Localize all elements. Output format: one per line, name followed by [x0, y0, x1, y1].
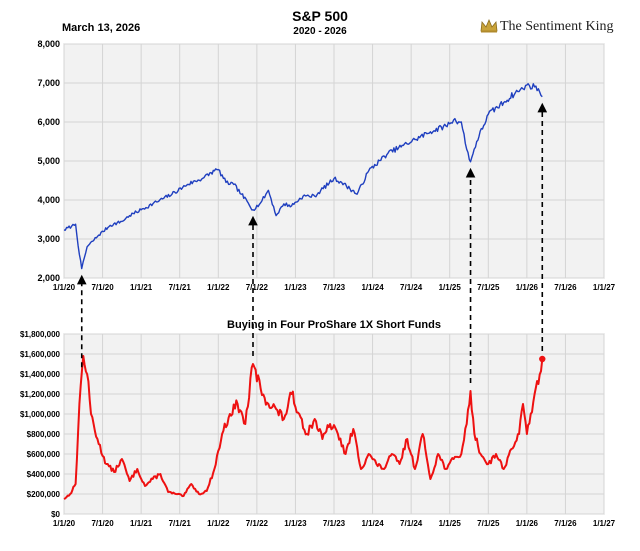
- x-tick-label: 7/1/21: [169, 283, 192, 292]
- y-tick-label: $1,000,000: [20, 410, 61, 419]
- x-tick-label: 1/1/27: [593, 519, 616, 528]
- endpoint-dot: [539, 355, 546, 363]
- x-tick-label: 1/1/20: [53, 283, 76, 292]
- brand-name: The Sentiment King: [500, 19, 614, 34]
- y-tick-label: $400,000: [27, 470, 61, 479]
- y-tick-label: 7,000: [37, 78, 60, 88]
- y-tick-label: 3,000: [37, 234, 60, 244]
- brand-logo: The Sentiment King: [480, 18, 614, 35]
- funds-chart: $0 $200,000 $400,000 $600,000 $800,000 $1,000…: [20, 319, 616, 528]
- x-tick-label: 7/1/21: [169, 519, 192, 528]
- x-tick-label: 7/1/23: [323, 283, 346, 292]
- x-tick-label: 7/1/22: [246, 283, 269, 292]
- y-tick-label: $200,000: [27, 490, 61, 499]
- x-tick-label: 1/1/21: [130, 283, 153, 292]
- y-tick-label: 5,000: [37, 156, 60, 166]
- funds-line: [63, 355, 544, 500]
- report-date: March 13, 2026: [62, 22, 141, 34]
- y-tick-label: 6,000: [37, 117, 60, 127]
- x-tick-label: 7/1/25: [477, 283, 500, 292]
- x-tick-label: 7/1/26: [554, 283, 577, 292]
- chart-subtitle: 2020 - 2026: [293, 26, 347, 37]
- y-tick-label: 4,000: [37, 195, 60, 205]
- y-tick-label: $1,200,000: [20, 390, 61, 399]
- y-tick-label: $800,000: [27, 430, 61, 439]
- x-tick-label: 1/1/23: [284, 519, 307, 528]
- y-tick-label: $600,000: [27, 450, 61, 459]
- crown-icon: [480, 18, 498, 33]
- y-tick-label: $0: [51, 510, 60, 519]
- x-tick-label: 1/1/25: [439, 283, 462, 292]
- x-tick-label: 1/1/22: [207, 519, 230, 528]
- x-tick-label: 7/1/23: [323, 519, 346, 528]
- x-tick-label: 1/1/24: [361, 283, 384, 292]
- x-tick-label: 7/1/25: [477, 519, 500, 528]
- x-tick-label: 1/1/25: [439, 519, 462, 528]
- x-tick-label: 1/1/27: [593, 283, 616, 292]
- y-tick-label: 2,000: [37, 273, 60, 283]
- y-tick-label: $1,600,000: [20, 350, 61, 359]
- x-tick-label: 7/1/22: [246, 519, 269, 528]
- x-tick-label: 1/1/23: [284, 283, 307, 292]
- x-tick-label: 7/1/20: [91, 519, 114, 528]
- spx-line: [63, 83, 543, 270]
- y-tick-label: $1,800,000: [20, 330, 61, 339]
- x-tick-label: 1/1/26: [516, 283, 539, 292]
- funds-chart-title: Buying in Four ProShare 1X Short Funds: [227, 319, 441, 331]
- x-tick-label: 7/1/24: [400, 283, 423, 292]
- x-tick-label: 1/1/20: [53, 519, 76, 528]
- chart-title: S&P 500: [292, 8, 348, 24]
- x-tick-label: 7/1/26: [554, 519, 577, 528]
- x-tick-label: 1/1/26: [516, 519, 539, 528]
- x-tick-label: 7/1/20: [91, 283, 114, 292]
- x-tick-label: 1/1/22: [207, 283, 230, 292]
- y-tick-label: $1,400,000: [20, 370, 61, 379]
- signal-arrows: [76, 102, 548, 383]
- spx-chart: 2,000 3,000 4,000 5,000 6,000 7,000 8,000 1/1/2…: [37, 39, 615, 292]
- x-tick-label: 7/1/24: [400, 519, 423, 528]
- x-tick-label: 1/1/21: [130, 519, 153, 528]
- y-tick-label: 8,000: [37, 39, 60, 49]
- x-tick-label: 1/1/24: [361, 519, 384, 528]
